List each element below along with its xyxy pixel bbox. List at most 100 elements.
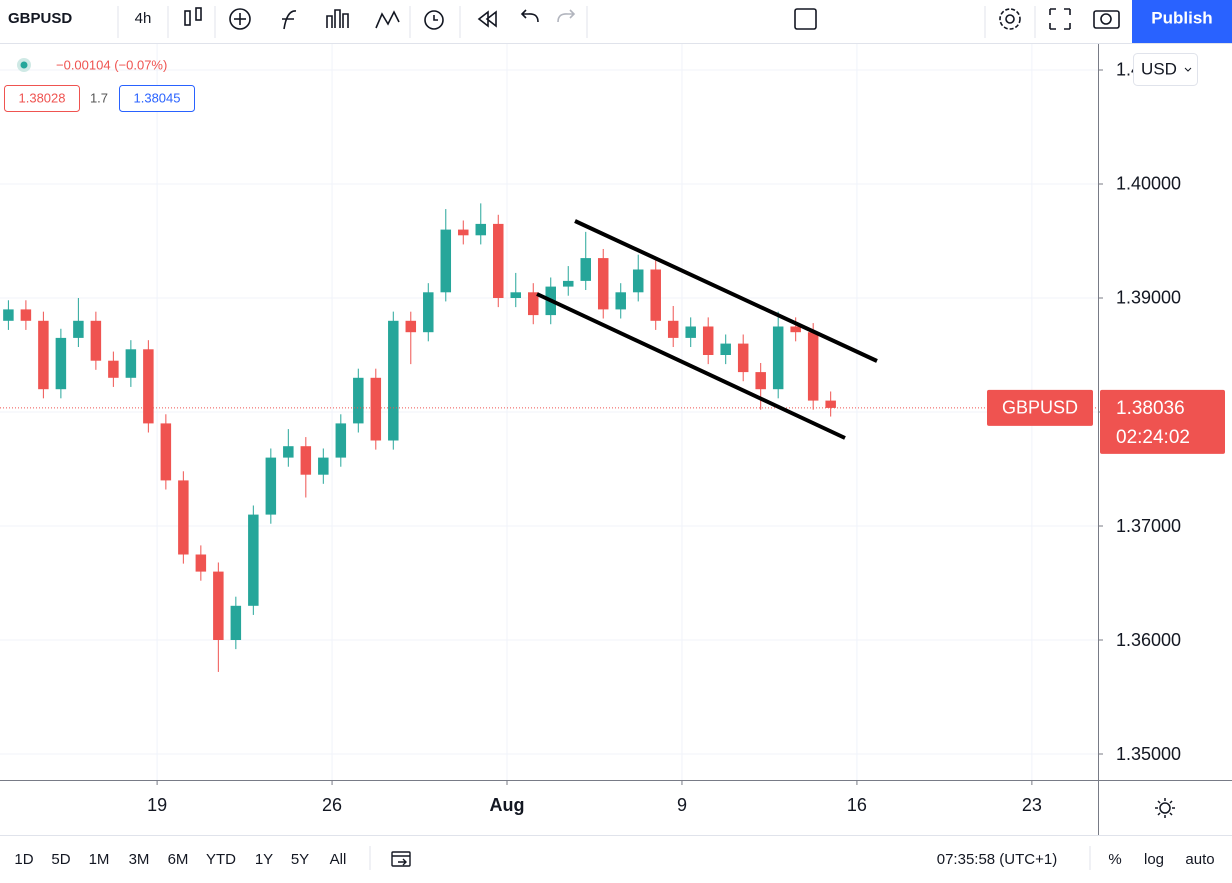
y-tick-label: 1.36000 [1116, 630, 1181, 650]
toolbar-separators [117, 6, 1036, 38]
candle-body [615, 292, 626, 310]
x-tick-label: Aug [490, 795, 525, 815]
candle-body [248, 514, 259, 606]
candle-body [650, 269, 661, 321]
currency[interactable]: USD [1141, 59, 1177, 78]
candle-body [230, 605, 242, 641]
interval[interactable]: 4h [135, 10, 152, 27]
price-axis: 1.350001.360001.370001.380001.390001.400… [147, 60, 1225, 815]
countdown: 02:24:02 [1116, 427, 1190, 448]
x-tick-label: 19 [147, 795, 167, 815]
scale-option[interactable]: auto [1185, 851, 1214, 868]
y-tick-label: 1.37000 [1116, 516, 1181, 536]
last-price-label: 1.38036 [1116, 398, 1185, 419]
candle-body [125, 349, 137, 378]
candle-body [440, 229, 452, 293]
candle-body [632, 269, 644, 293]
candle-body [667, 320, 679, 338]
candle-body [685, 326, 696, 338]
publish-button[interactable] [1132, 0, 1232, 43]
x-tick-label: 16 [847, 795, 867, 815]
candle-body [580, 258, 591, 281]
y-tick-label: 1.40000 [1116, 174, 1181, 194]
symbol-tag-box [987, 389, 1093, 426]
x-tick-label: 23 [1022, 795, 1042, 815]
candle-body [510, 292, 522, 298]
symbol-tag: GBPUSD [1002, 398, 1078, 418]
channel-lower-line[interactable] [536, 292, 846, 440]
candle-body [178, 480, 189, 555]
candle-body [772, 326, 784, 390]
price-change: −0.00104 (−0.07%) [56, 57, 167, 72]
range-button[interactable]: All [330, 851, 347, 868]
candle-body [597, 258, 609, 310]
candle-body [55, 337, 67, 390]
toolbar-icons[interactable] [184, 7, 1120, 30]
candle-body [213, 571, 224, 641]
candle-body [528, 292, 539, 316]
symbol[interactable]: GBPUSD [8, 10, 72, 27]
candle-body [73, 320, 84, 338]
candle-body [475, 223, 487, 236]
settings-icon[interactable] [1155, 798, 1175, 818]
publish-label[interactable]: Publish [1151, 8, 1212, 27]
candle-body [702, 326, 714, 355]
plot-area [0, 203, 1098, 672]
date-range-icon[interactable] [391, 851, 411, 867]
candle-body [38, 320, 49, 390]
candle-body [335, 423, 347, 458]
candle-body [825, 400, 836, 408]
last-price-box [1100, 389, 1225, 454]
status-dot [20, 61, 28, 69]
candle-body [195, 554, 207, 572]
candle-body [493, 223, 504, 298]
clock: 07:35:58 (UTC+1) [937, 851, 1057, 868]
currency-button[interactable] [1133, 53, 1198, 86]
y-tick-label: 1.39000 [1116, 288, 1181, 308]
range-button[interactable]: 1Y [255, 851, 273, 868]
x-tick-label: 9 [677, 795, 687, 815]
candle-body [300, 446, 312, 475]
candle-body [265, 457, 277, 515]
candle-body [160, 423, 172, 481]
candle-body [318, 457, 329, 475]
candle-body [90, 320, 102, 361]
bid-price[interactable]: 1.38028 [19, 90, 66, 105]
candle-body [720, 343, 731, 355]
candle-body [790, 326, 801, 333]
channel-upper-line[interactable] [574, 219, 878, 363]
candle-body [458, 229, 469, 236]
range-button[interactable]: 5D [51, 851, 70, 868]
candle-body [388, 320, 399, 441]
x-tick-label: 26 [322, 795, 342, 815]
candle-body [283, 446, 294, 458]
bid-box[interactable] [4, 85, 80, 112]
candle-body [143, 349, 154, 424]
candle-body [737, 343, 749, 373]
candle-body [423, 292, 434, 333]
bottom-bar: 1D 5D 1M 3M 6M YTD 1Y 5Y All% log auto [14, 851, 1214, 868]
y-tick-label: 1.35000 [1116, 744, 1181, 764]
candle-body [20, 309, 32, 321]
range-button[interactable]: 1M [89, 851, 110, 868]
range-button[interactable]: 6M [168, 851, 189, 868]
scale-option[interactable]: log [1144, 851, 1164, 868]
ask-price[interactable]: 1.38045 [134, 90, 181, 105]
candle-body [405, 320, 417, 333]
ask-box[interactable] [119, 85, 195, 112]
range-button[interactable]: 3M [129, 851, 150, 868]
range-button[interactable]: 5Y [291, 851, 309, 868]
candle-body [562, 280, 574, 287]
candle-body [3, 309, 14, 321]
currency-chevron[interactable] [1184, 67, 1192, 72]
spread: 1.7 [90, 90, 108, 105]
candle-body [108, 360, 119, 378]
candle-body [755, 372, 766, 390]
range-button[interactable]: 1D [14, 851, 33, 868]
scale-option[interactable]: % [1108, 851, 1121, 868]
range-button[interactable]: YTD [206, 851, 236, 868]
candle-body [807, 332, 819, 401]
